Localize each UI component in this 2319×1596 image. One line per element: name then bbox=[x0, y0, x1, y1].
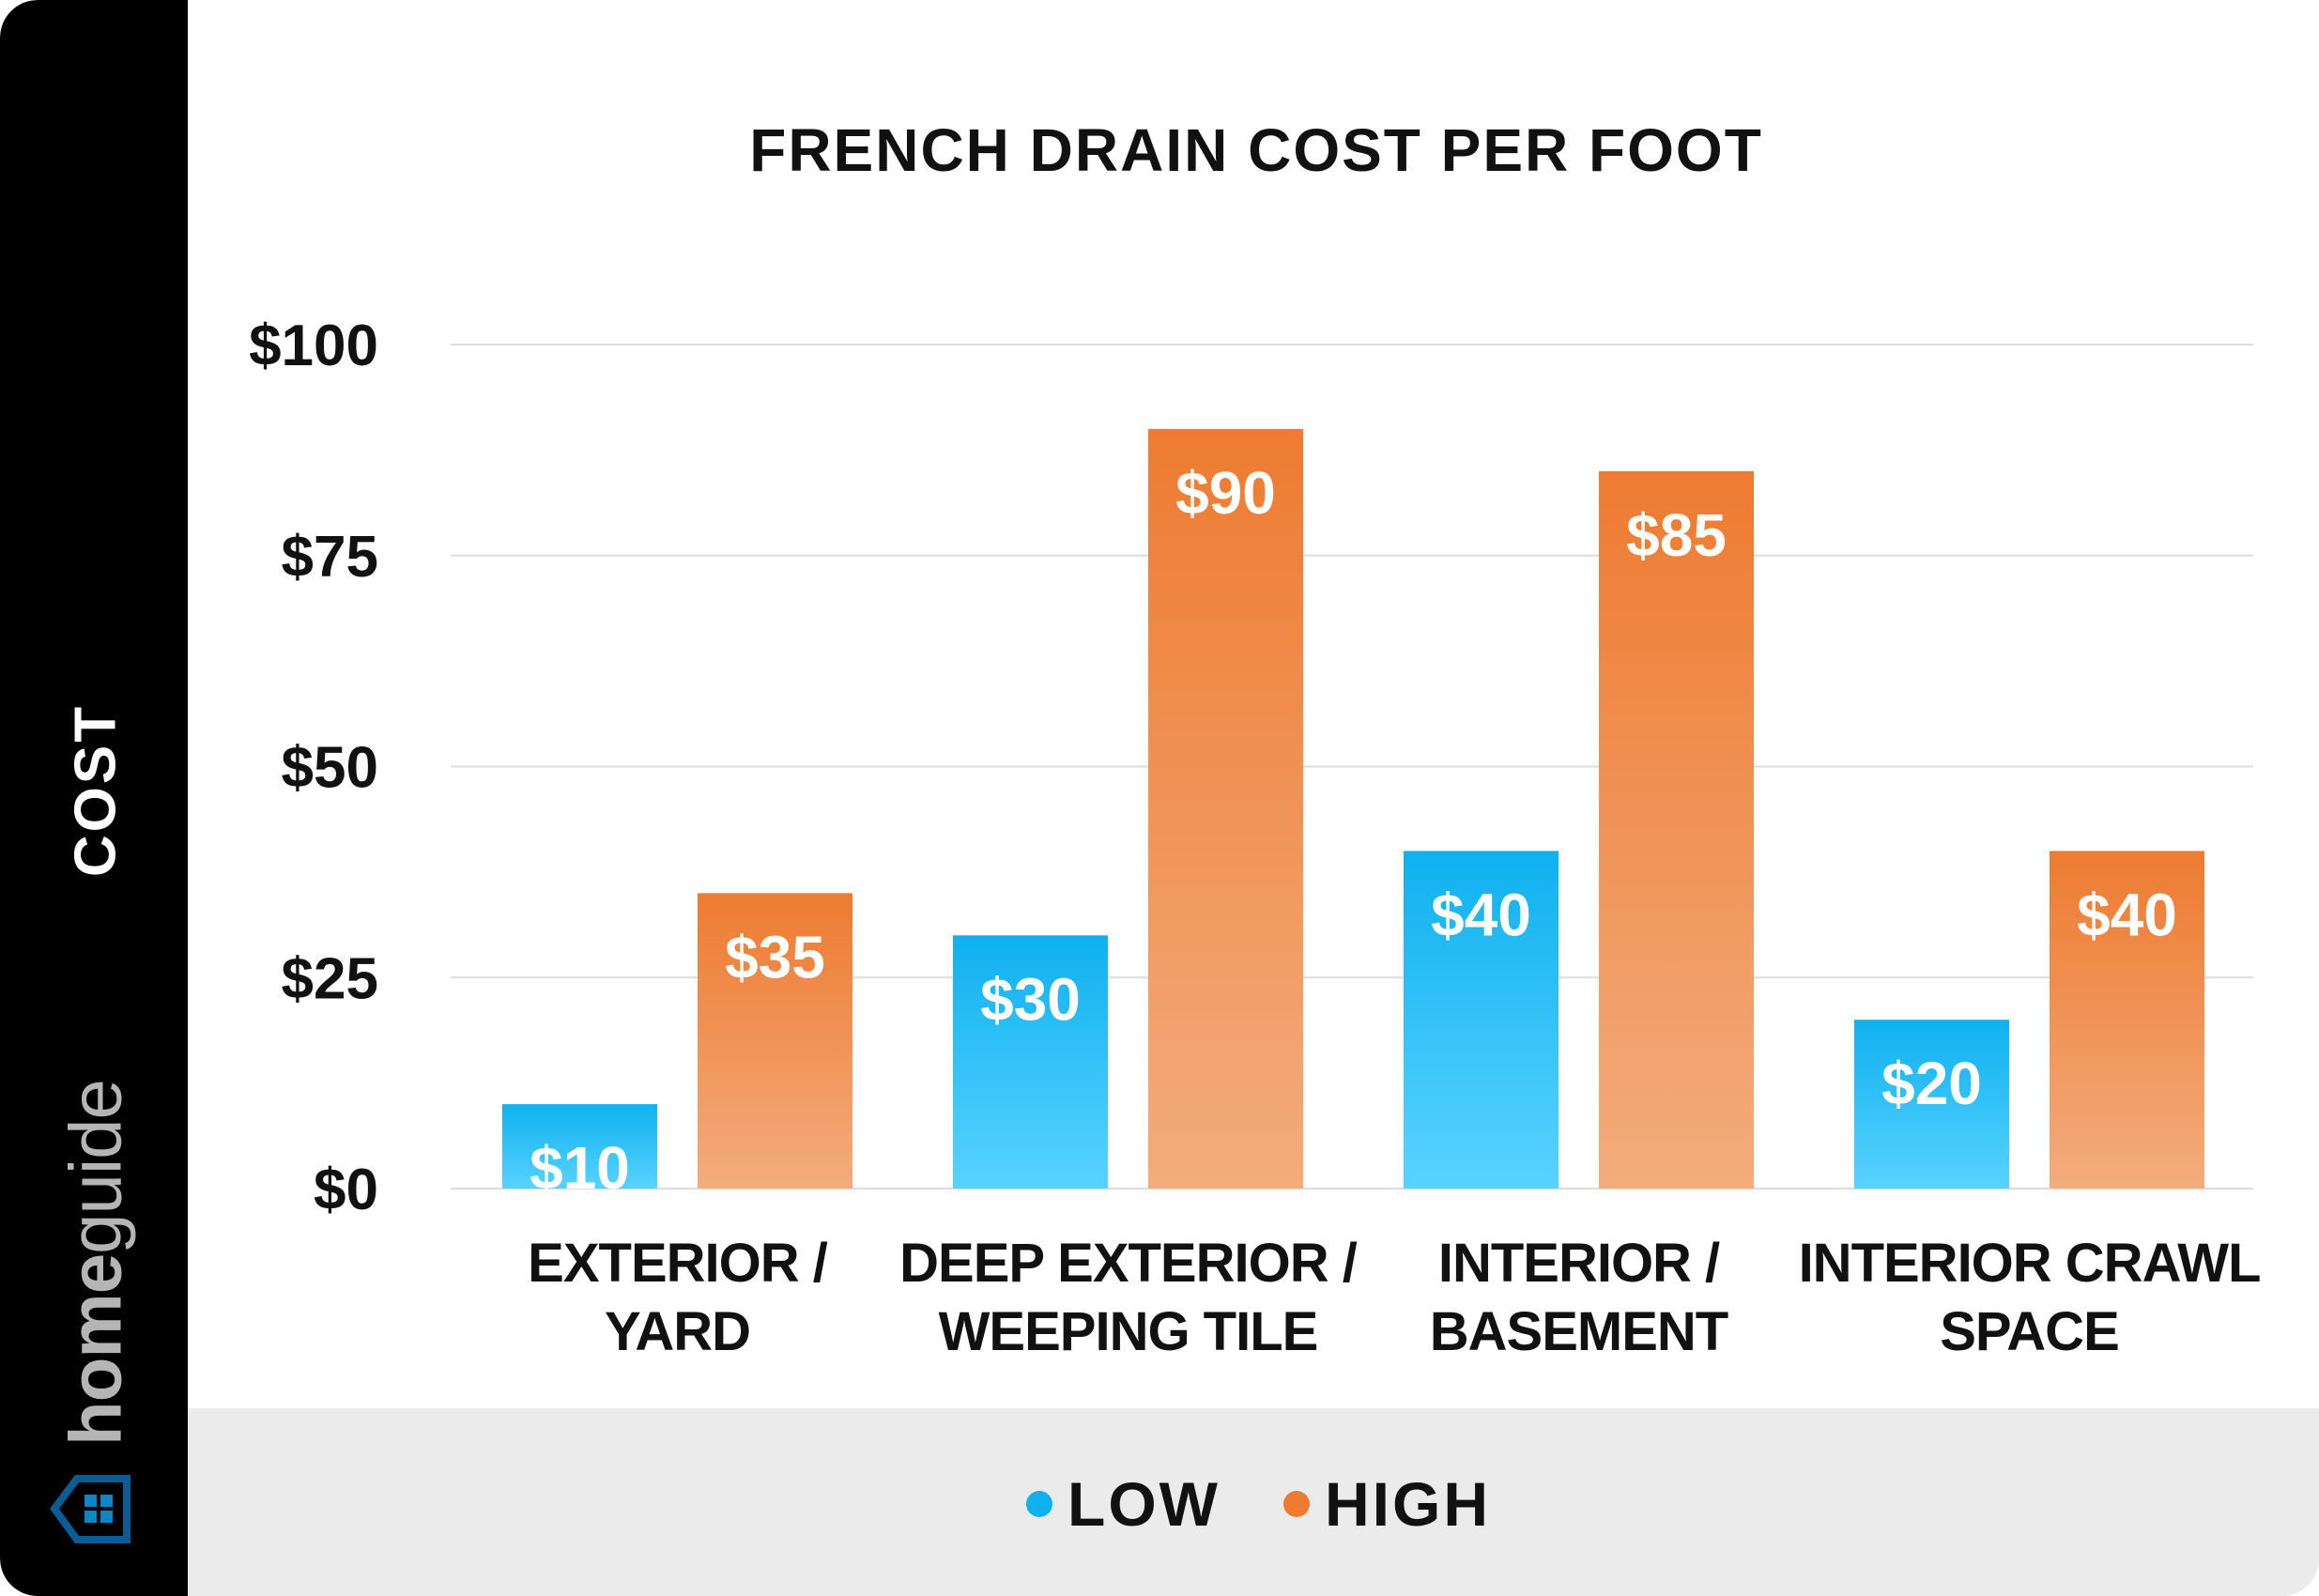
legend-area bbox=[188, 1408, 2319, 1596]
sidebar: COST homeguide bbox=[0, 0, 188, 1596]
x-tick-label: EXTERIOR / bbox=[528, 1233, 828, 1294]
bar-high bbox=[2050, 851, 2204, 1189]
y-tick-label: $100 bbox=[249, 314, 378, 378]
y-tick-label: $0 bbox=[314, 1158, 378, 1222]
bar-low bbox=[953, 935, 1108, 1189]
data-label: $35 bbox=[725, 923, 825, 990]
legend-label-low: LOW bbox=[1067, 1469, 1221, 1539]
data-label: $10 bbox=[530, 1134, 630, 1202]
bar-low bbox=[1854, 1020, 2009, 1189]
legend-swatch-high bbox=[1283, 1491, 1310, 1517]
y-tick-label: $75 bbox=[282, 525, 378, 590]
x-tick-label: DEEP EXTERIOR / bbox=[899, 1233, 1358, 1294]
legend-swatch-low bbox=[1026, 1491, 1052, 1517]
y-tick-label: $25 bbox=[282, 946, 378, 1011]
legend-label-high: HIGH bbox=[1325, 1469, 1491, 1539]
x-tick-label: WEEPING TILE bbox=[939, 1301, 1318, 1362]
y-tick-label: $50 bbox=[282, 736, 378, 801]
x-tick-label: YARD bbox=[605, 1301, 750, 1362]
x-tick-label: BASEMENT bbox=[1430, 1301, 1728, 1362]
bar-low bbox=[502, 1104, 657, 1189]
bar-high bbox=[1148, 428, 1303, 1189]
data-label: $40 bbox=[1431, 881, 1531, 948]
legend-item-high: HIGH bbox=[1283, 1468, 1491, 1540]
data-label: $90 bbox=[1175, 459, 1276, 527]
data-label: $30 bbox=[980, 965, 1081, 1033]
legend-item-low: LOW bbox=[1026, 1468, 1221, 1540]
house-logo-icon bbox=[50, 1475, 131, 1543]
x-tick-label: INTERIOR / bbox=[1438, 1233, 1720, 1294]
bar-low bbox=[1404, 851, 1559, 1189]
chart-title: FRENCH DRAIN COST PER FOOT bbox=[749, 116, 1763, 184]
x-tick-label: SPACE bbox=[1940, 1301, 2119, 1362]
data-label: $85 bbox=[1626, 501, 1727, 569]
bar-high bbox=[1599, 470, 1754, 1189]
bar-high bbox=[698, 893, 852, 1189]
data-label: $40 bbox=[2077, 881, 2177, 948]
x-tick-label: INTERIOR CRAWL bbox=[1799, 1233, 2261, 1294]
data-label: $20 bbox=[1881, 1050, 1982, 1117]
